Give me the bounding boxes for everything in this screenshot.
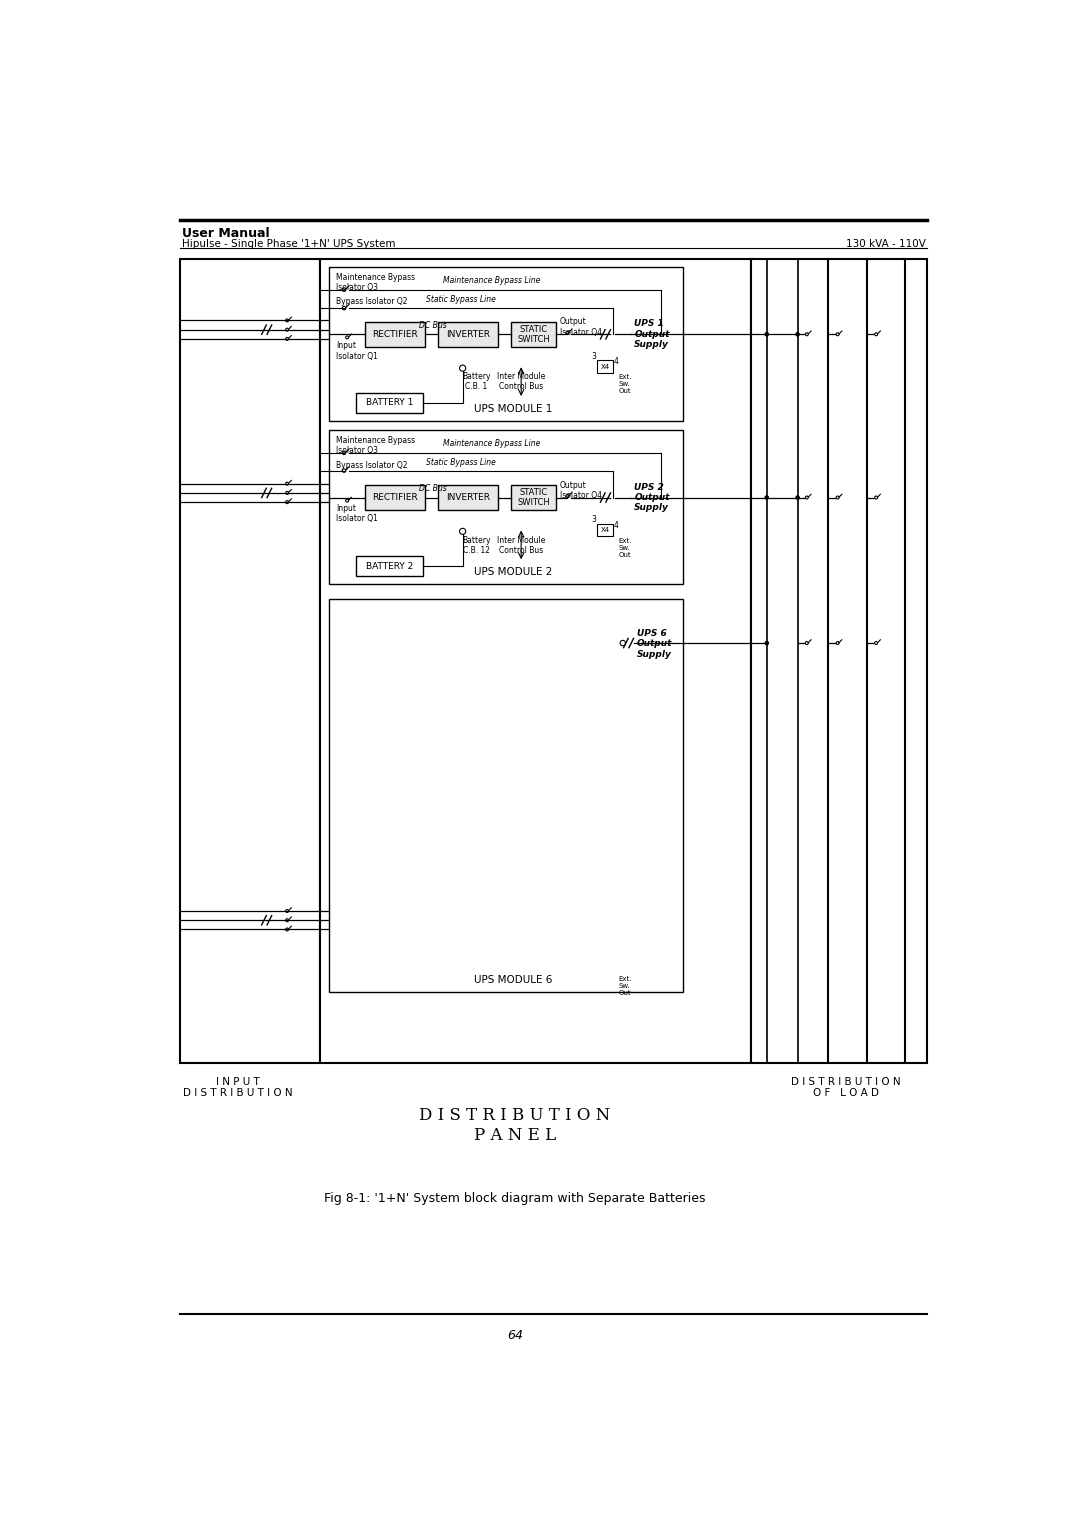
Text: UPS MODULE 2: UPS MODULE 2 [474, 567, 553, 578]
Text: RECTIFIER: RECTIFIER [372, 494, 418, 503]
Text: Inter Module
Control Bus: Inter Module Control Bus [497, 536, 545, 555]
Text: Hipulse - Single Phase '1+N' UPS System: Hipulse - Single Phase '1+N' UPS System [181, 238, 395, 249]
Text: Output
Isolator Q4: Output Isolator Q4 [559, 481, 602, 500]
Text: Output
Isolator Q4: Output Isolator Q4 [559, 318, 602, 336]
Text: UPS MODULE 1: UPS MODULE 1 [474, 403, 553, 414]
Text: BATTERY 2: BATTERY 2 [366, 562, 414, 570]
Circle shape [765, 495, 769, 500]
Text: User Manual: User Manual [181, 228, 269, 240]
Text: UPS 6
Output
Supply: UPS 6 Output Supply [636, 630, 672, 659]
Bar [180, 258, 320, 1063]
Bar [597, 524, 612, 536]
Text: 64: 64 [507, 1329, 523, 1342]
Bar [438, 486, 498, 510]
Text: INVERTER: INVERTER [446, 330, 490, 339]
Text: Ext.
Sw.
Out: Ext. Sw. Out [618, 538, 632, 558]
Bar [511, 322, 556, 347]
Text: Bypass Isolator Q2: Bypass Isolator Q2 [336, 460, 408, 469]
Text: 3: 3 [592, 515, 597, 524]
Text: BATTERY 1: BATTERY 1 [366, 399, 414, 408]
Text: Input
Isolator Q1: Input Isolator Q1 [336, 504, 378, 523]
Circle shape [765, 332, 769, 336]
Bar [365, 322, 424, 347]
Bar [328, 429, 683, 584]
Text: UPS 2
Output
Supply: UPS 2 Output Supply [634, 483, 670, 512]
Text: Battery
C.B. 12: Battery C.B. 12 [462, 536, 490, 555]
Text: X4: X4 [600, 527, 609, 533]
Text: INVERTER: INVERTER [446, 494, 490, 503]
Text: UPS 1
Output
Supply: UPS 1 Output Supply [634, 319, 670, 350]
Text: 3: 3 [592, 351, 597, 361]
Text: UPS MODULE 6: UPS MODULE 6 [474, 975, 553, 986]
Text: DC Bus: DC Bus [419, 321, 446, 330]
Bar [365, 486, 424, 510]
Text: Ext.
Sw.
Out: Ext. Sw. Out [618, 976, 632, 996]
Text: DC Bus: DC Bus [419, 484, 446, 492]
Bar [328, 266, 683, 420]
Bar [511, 486, 556, 510]
Bar [320, 258, 752, 1063]
Text: X4: X4 [600, 364, 609, 370]
Bar [355, 556, 423, 576]
Text: 4: 4 [613, 358, 619, 367]
Bar [355, 393, 423, 413]
Text: STATIC
SWITCH: STATIC SWITCH [517, 487, 550, 507]
Text: 4: 4 [613, 521, 619, 530]
Text: RECTIFIER: RECTIFIER [372, 330, 418, 339]
Text: Ext.
Sw.
Out: Ext. Sw. Out [618, 374, 632, 394]
Text: Input
Isolator Q1: Input Isolator Q1 [336, 341, 378, 361]
Text: Inter Module
Control Bus: Inter Module Control Bus [497, 371, 545, 391]
Text: Static Bypass Line: Static Bypass Line [427, 295, 496, 304]
Circle shape [795, 495, 800, 500]
Bar [597, 361, 612, 373]
Text: Maintenance Bypass Line: Maintenance Bypass Line [443, 439, 541, 448]
Text: Bypass Isolator Q2: Bypass Isolator Q2 [336, 298, 408, 306]
Bar [328, 599, 683, 992]
Text: Maintenance Bypass
Isolator Q3: Maintenance Bypass Isolator Q3 [336, 435, 416, 455]
Text: Battery
C.B. 1: Battery C.B. 1 [462, 371, 490, 391]
Text: D I S T R I B U T I O N
O F   L O A D: D I S T R I B U T I O N O F L O A D [792, 1077, 901, 1099]
Bar [752, 258, 927, 1063]
Text: D I S T R I B U T I O N
P A N E L: D I S T R I B U T I O N P A N E L [419, 1108, 610, 1144]
Text: Fig 8-1: '1+N' System block diagram with Separate Batteries: Fig 8-1: '1+N' System block diagram with… [324, 1192, 705, 1206]
Bar [438, 322, 498, 347]
Text: Maintenance Bypass
Isolator Q3: Maintenance Bypass Isolator Q3 [336, 272, 416, 292]
Text: 130 kVA - 110V: 130 kVA - 110V [846, 238, 926, 249]
Text: Maintenance Bypass Line: Maintenance Bypass Line [443, 277, 541, 286]
Text: I N P U T
D I S T R I B U T I O N: I N P U T D I S T R I B U T I O N [183, 1077, 293, 1099]
Circle shape [765, 640, 769, 645]
Circle shape [795, 332, 800, 336]
Text: STATIC
SWITCH: STATIC SWITCH [517, 324, 550, 344]
Text: Static Bypass Line: Static Bypass Line [427, 458, 496, 466]
